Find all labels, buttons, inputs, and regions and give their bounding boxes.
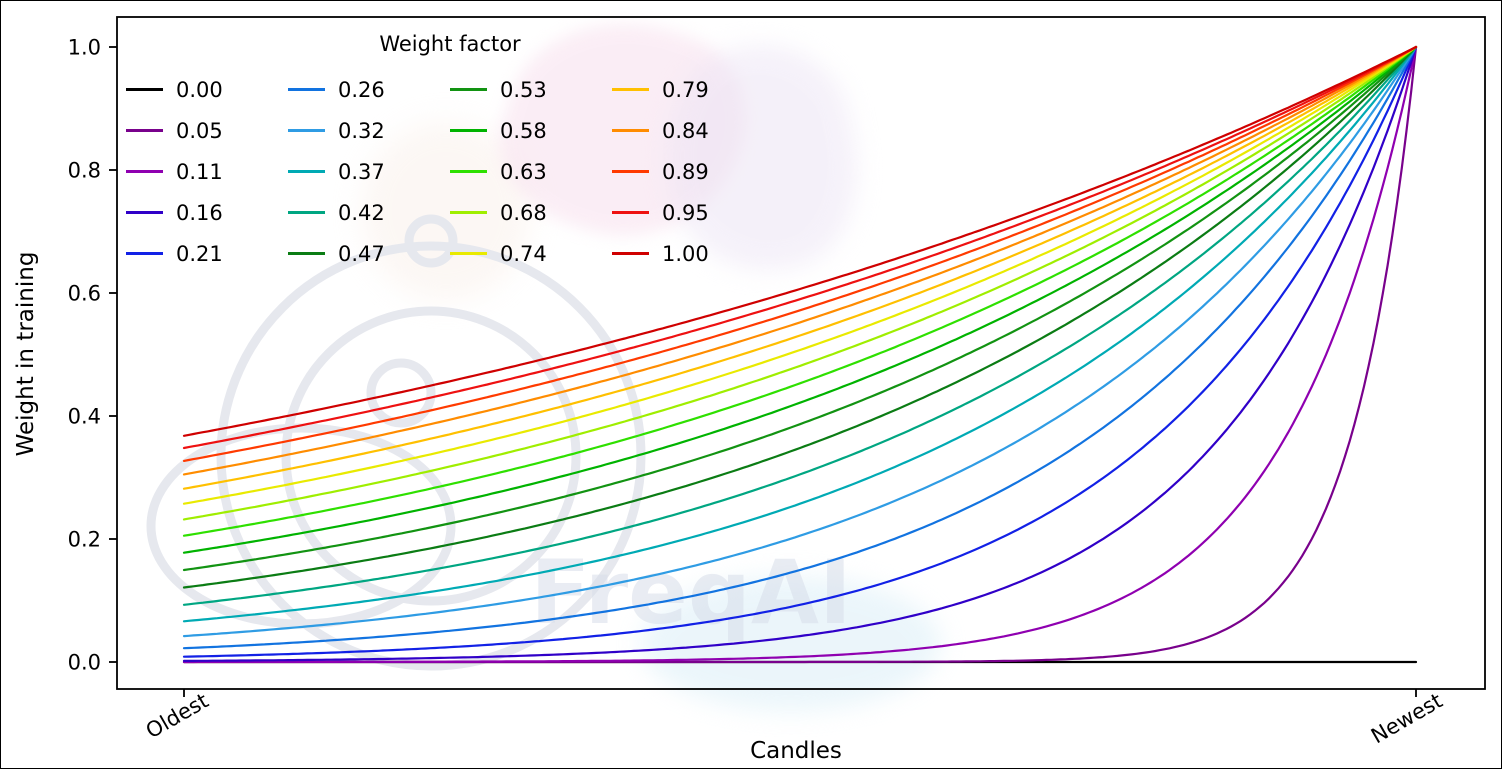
y-axis-label: Weight in training (13, 252, 39, 457)
curve-0.32 (182, 45, 1418, 638)
plot-border (116, 16, 1486, 690)
logo-knob (404, 214, 458, 268)
x-axis-label: Candles (750, 738, 842, 764)
freqtrade-logo-watermark: FreqAI (146, 214, 852, 671)
y-tick-label: 0.4 (68, 405, 101, 429)
y-tick-label: 1.0 (68, 36, 101, 60)
curve-0.95 (182, 45, 1418, 450)
y-tick-label: 0.8 (68, 159, 101, 183)
curve-0.74 (182, 45, 1418, 505)
curve-0.47 (182, 45, 1418, 589)
curve-0.84 (182, 45, 1418, 476)
y-tick-label: 0.2 (68, 528, 101, 552)
curve-0.16 (182, 45, 1418, 662)
logo-wing-ring (146, 423, 456, 629)
curve-0.53 (182, 45, 1418, 572)
logo-outer-ring (216, 241, 646, 671)
y-axis-ticks: 0.0 0.2 0.4 0.6 0.8 1.0 (68, 36, 117, 675)
y-tick-label: 0.0 (68, 651, 101, 675)
curve-0.79 (182, 45, 1418, 490)
curve-0.63 (182, 45, 1418, 537)
freqai-watermark-text: FreqAI (530, 541, 851, 644)
y-tick-label: 0.6 (68, 282, 101, 306)
curve-0.42 (182, 45, 1418, 606)
curve-0.89 (182, 45, 1418, 462)
curve-0.21 (182, 45, 1418, 658)
x-tick-label-oldest: Oldest (142, 689, 213, 744)
curve-1.00 (182, 45, 1418, 437)
curve-0.26 (182, 45, 1418, 650)
logo-eye-ring (366, 358, 436, 428)
curve-0.37 (182, 45, 1418, 623)
x-tick-label-newest: Newest (1367, 689, 1446, 749)
curve-0.68 (182, 45, 1418, 521)
curves-group (182, 45, 1418, 664)
x-axis-ticks (183, 689, 1417, 697)
curve-0.58 (182, 45, 1418, 554)
curve-0.11 (182, 45, 1418, 664)
